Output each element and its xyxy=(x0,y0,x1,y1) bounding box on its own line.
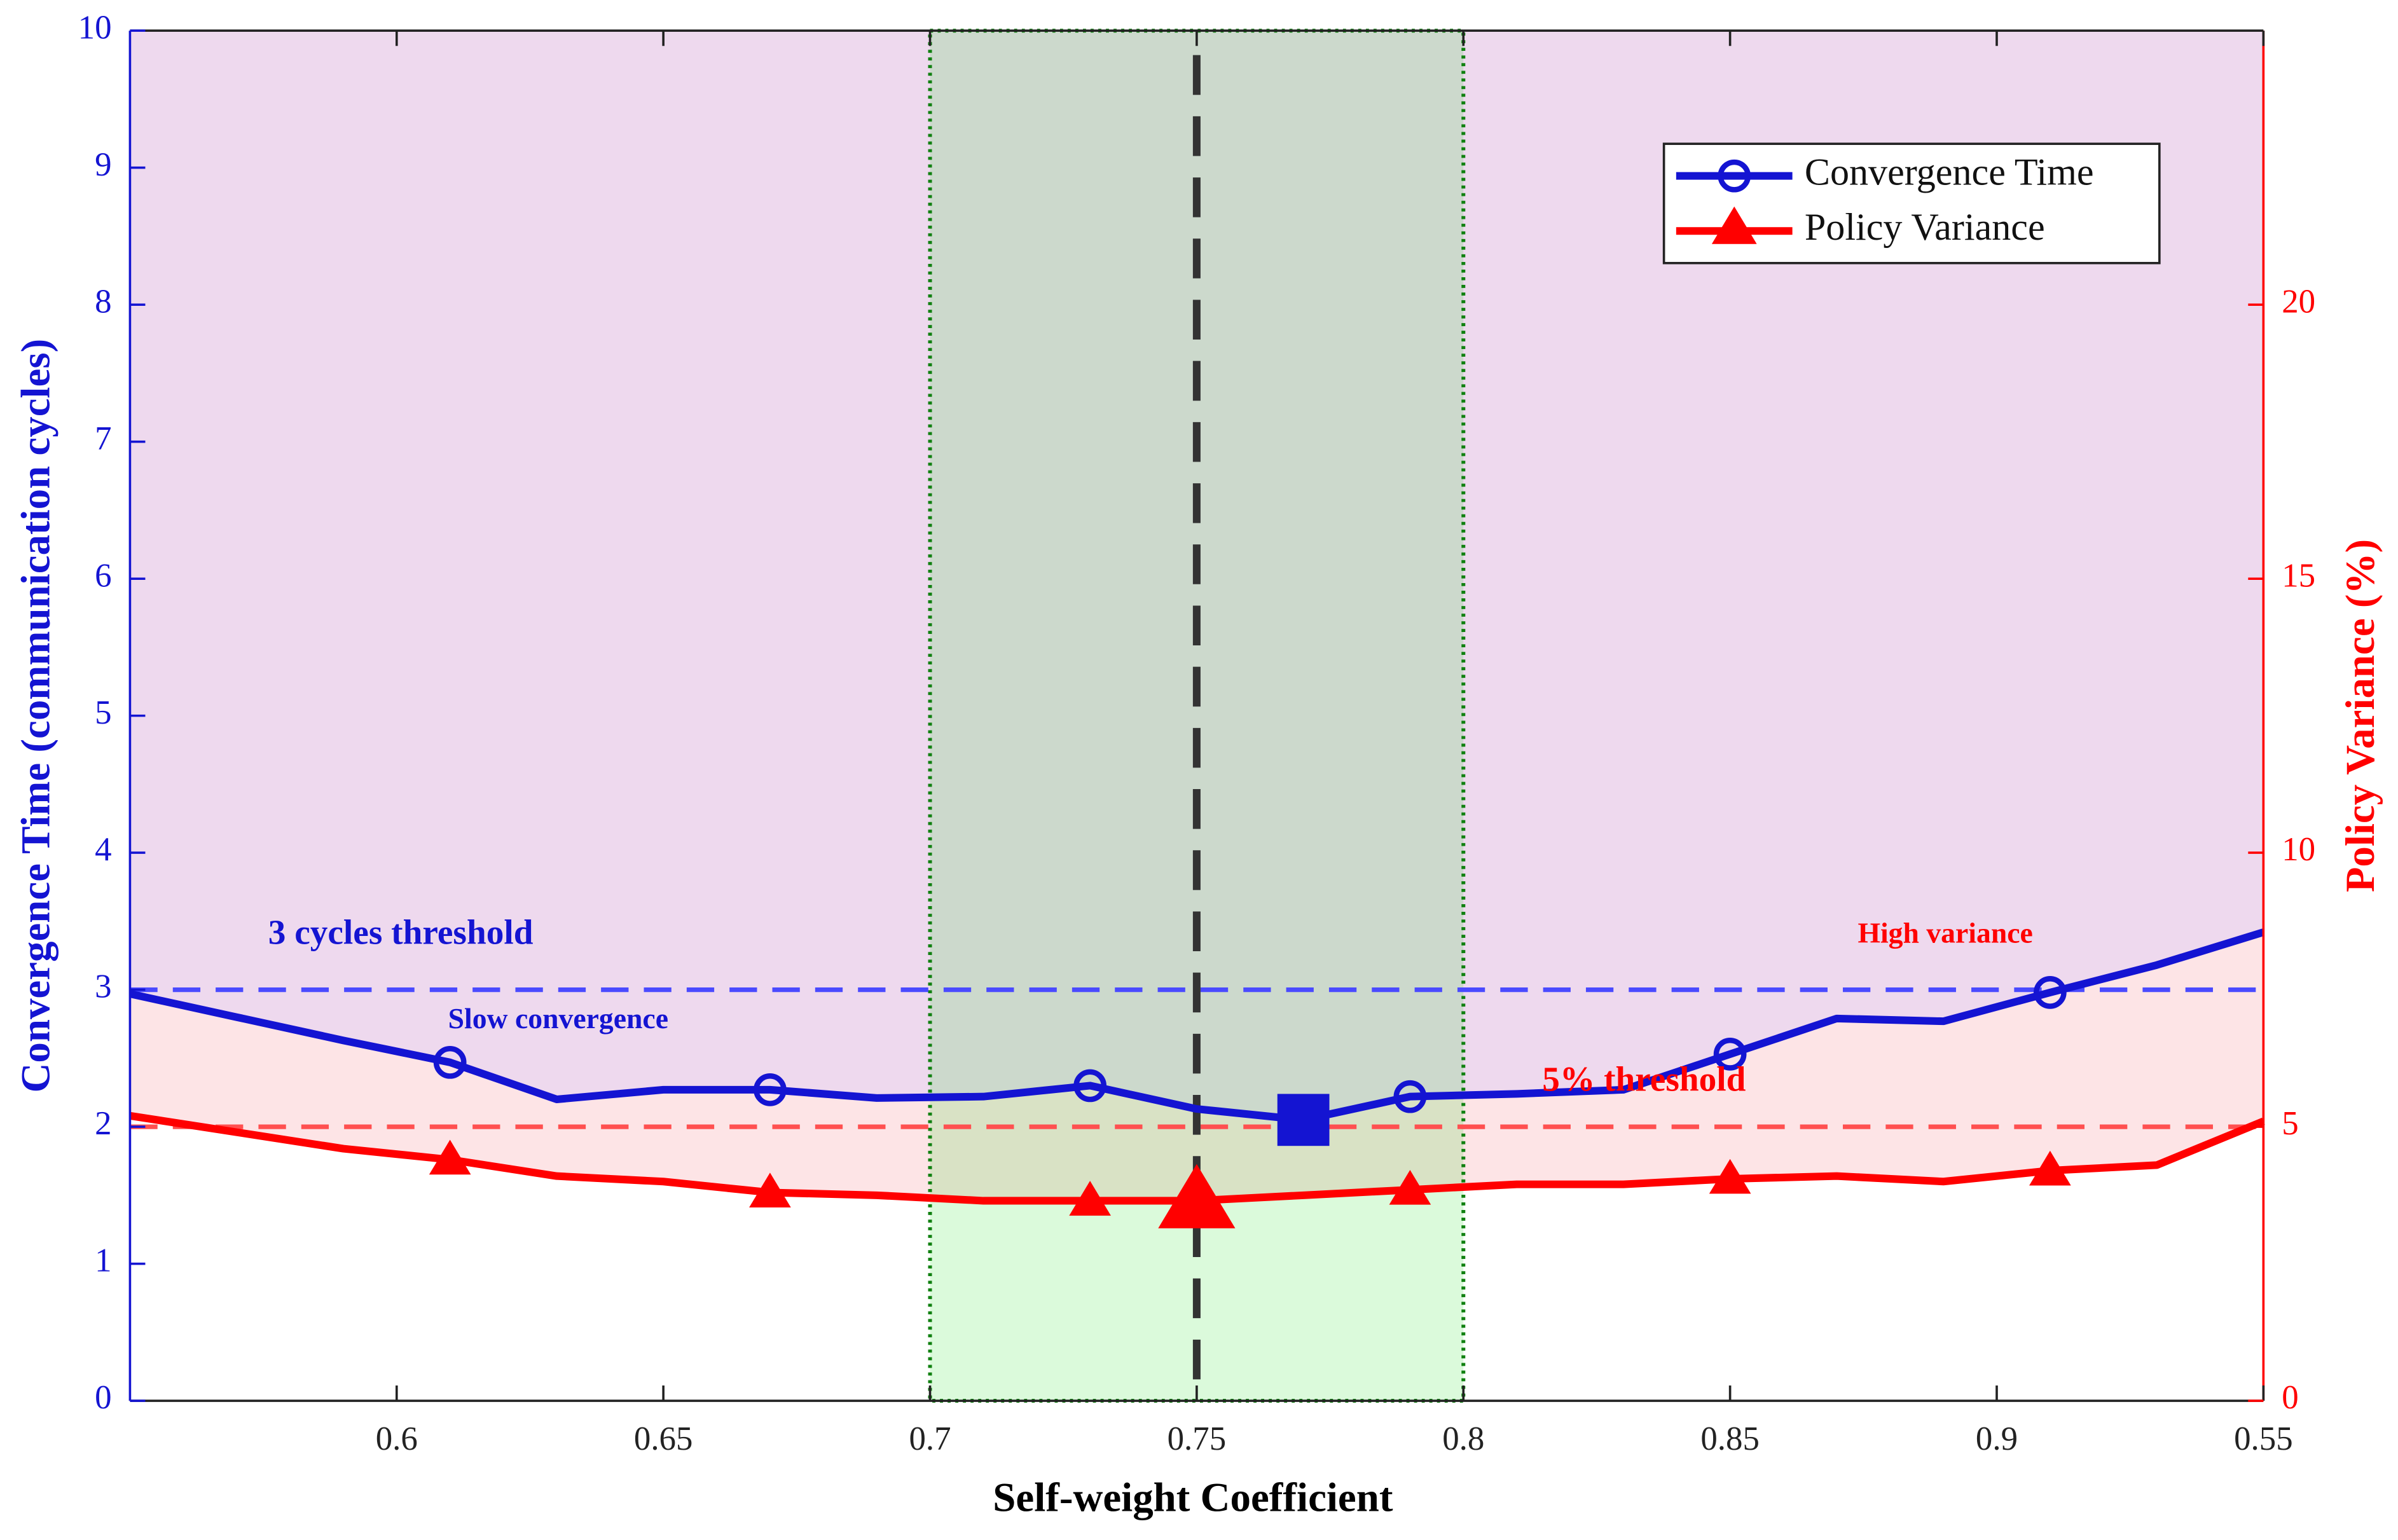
fill-region-middle xyxy=(130,932,2264,1201)
x-tick-label: 0.9 xyxy=(1976,1420,2018,1457)
marker-circle xyxy=(1713,1038,1747,1071)
y2-tick-label: 20 xyxy=(2282,283,2315,320)
x-tick-label: 0.6 xyxy=(376,1420,418,1457)
marker-triangle xyxy=(1709,1158,1751,1194)
x-tick-label: 0.65 xyxy=(634,1420,693,1457)
y-tick-label: 10 xyxy=(78,9,112,46)
legend-label: Convergence Time xyxy=(1805,151,2094,193)
y2-tick-label: 10 xyxy=(2282,831,2315,868)
x-tick-label: 0.75 xyxy=(1168,1420,1227,1457)
y-tick-label: 4 xyxy=(95,831,111,868)
y2-tick-label: 5 xyxy=(2282,1105,2298,1142)
x-tick-label: 0.8 xyxy=(1442,1420,1484,1457)
marker-circle xyxy=(2034,976,2067,1009)
annotation: High variance xyxy=(1857,916,2032,949)
legend-marker xyxy=(1718,159,1751,193)
y-tick-label: 8 xyxy=(95,283,111,320)
y-axis-label: Convergence Time (communication cycles) xyxy=(13,339,59,1093)
annotation: 3 cycles threshold xyxy=(268,913,534,952)
x-axis-label: Self-weight Coefficient xyxy=(993,1475,1393,1521)
optimal-marker xyxy=(1277,1094,1330,1146)
y-tick-label: 1 xyxy=(95,1242,111,1279)
marker-triangle xyxy=(429,1139,471,1175)
marker-circle xyxy=(754,1073,787,1106)
marker-triangle xyxy=(749,1172,791,1207)
marker-circle xyxy=(1393,1080,1427,1113)
y-tick-label: 0 xyxy=(95,1379,111,1416)
marker-circle xyxy=(1073,1069,1106,1103)
marker-circle xyxy=(433,1045,467,1079)
series-line xyxy=(129,928,2265,1124)
y-tick-label: 3 xyxy=(95,968,111,1005)
y-tick-label: 9 xyxy=(95,146,111,183)
legend-marker xyxy=(1711,206,1757,244)
y2-axis-label: Policy Variance (%) xyxy=(2338,539,2383,892)
y-tick-label: 7 xyxy=(95,420,111,457)
marker-triangle xyxy=(1389,1169,1431,1205)
y2-tick-label: 15 xyxy=(2282,557,2315,594)
x-tick-label: 0.7 xyxy=(909,1420,951,1457)
y-tick-label: 6 xyxy=(95,557,111,594)
x-tick-label: 0.85 xyxy=(1700,1420,1760,1457)
optimal-marker xyxy=(1158,1164,1236,1228)
marker-triangle xyxy=(2029,1150,2071,1186)
annotation: 5% threshold xyxy=(1542,1060,1746,1099)
x-tick-label: 0.55 xyxy=(2234,1420,2293,1457)
y-tick-label: 2 xyxy=(95,1105,111,1142)
annotation: Slow convergence xyxy=(448,1002,668,1035)
marker-triangle xyxy=(1069,1181,1111,1216)
y2-tick-label: 0 xyxy=(2282,1379,2298,1416)
legend-label: Policy Variance xyxy=(1805,206,2045,249)
y-tick-label: 5 xyxy=(95,694,111,731)
